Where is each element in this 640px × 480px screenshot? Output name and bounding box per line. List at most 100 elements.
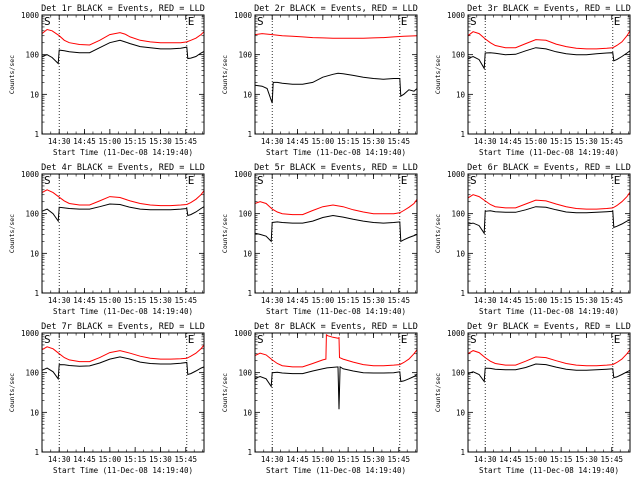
x-axis-label: Start Time (11-Dec-08 14:19:40) xyxy=(479,466,619,475)
start-marker: S xyxy=(44,333,51,346)
plot-frame xyxy=(41,332,205,453)
events-line xyxy=(467,206,631,235)
events-line xyxy=(254,72,418,104)
y-tick-label: 100 xyxy=(451,51,465,60)
chart-panel-6: Det 6r BLACK = Events, RED = LLD Counts/s… xyxy=(434,163,631,316)
lld-line xyxy=(467,30,631,50)
x-tick-label: 15:30 xyxy=(362,137,385,146)
x-tick-label: 15:30 xyxy=(575,455,598,464)
x-tick-label: 14:30 xyxy=(48,296,71,305)
x-tick-label: 15:00 xyxy=(99,296,122,305)
x-tick-label: 14:45 xyxy=(286,296,309,305)
x-tick-label: 15:30 xyxy=(575,137,598,146)
x-tick-label: 15:45 xyxy=(174,296,197,305)
y-tick-label: 1000 xyxy=(447,170,466,179)
x-axis-label: Start Time (11-Dec-08 14:19:40) xyxy=(266,148,406,157)
y-axis-label: Counts/sec xyxy=(221,55,229,94)
plot-frame xyxy=(254,332,418,453)
y-axis-label: Counts/sec xyxy=(8,373,16,412)
y-axis-label: Counts/sec xyxy=(8,55,16,94)
chart-panel-1: Det 1r BLACK = Events, RED = LLD Counts/s… xyxy=(8,4,205,157)
y-tick-label: 10 xyxy=(30,249,40,258)
y-axis-label: Counts/sec xyxy=(221,214,229,253)
plot-frame xyxy=(41,14,205,135)
y-tick-label: 1 xyxy=(460,130,465,139)
end-marker: E xyxy=(188,174,195,187)
end-marker: E xyxy=(188,333,195,346)
start-marker: S xyxy=(470,174,477,187)
events-line xyxy=(254,214,418,243)
chart-title: Det 7r BLACK = Events, RED = LLD xyxy=(41,322,205,332)
x-tick-label: 14:30 xyxy=(261,455,284,464)
y-axis-label: Counts/sec xyxy=(434,373,442,412)
chart-title: Det 9r BLACK = Events, RED = LLD xyxy=(467,322,631,332)
events-line xyxy=(467,47,631,71)
x-axis-label: Start Time (11-Dec-08 14:19:40) xyxy=(53,466,193,475)
start-marker: S xyxy=(44,174,51,187)
x-tick-label: 15:45 xyxy=(600,296,623,305)
plot-frame xyxy=(467,332,631,453)
chart-title: Det 5r BLACK = Events, RED = LLD xyxy=(254,163,418,173)
plot-frame xyxy=(254,173,418,294)
end-marker: E xyxy=(401,333,408,346)
y-tick-label: 10 xyxy=(30,90,40,99)
x-tick-label: 15:45 xyxy=(600,137,623,146)
x-tick-label: 15:15 xyxy=(337,455,360,464)
y-tick-label: 10 xyxy=(243,90,253,99)
x-tick-label: 15:00 xyxy=(525,137,548,146)
x-tick-label: 14:30 xyxy=(48,455,71,464)
y-tick-label: 1 xyxy=(460,289,465,298)
x-axis-label: Start Time (11-Dec-08 14:19:40) xyxy=(266,307,406,316)
x-tick-label: 15:15 xyxy=(124,137,147,146)
x-tick-label: 14:45 xyxy=(286,137,309,146)
start-marker: S xyxy=(257,333,264,346)
x-tick-label: 14:45 xyxy=(286,455,309,464)
end-marker: E xyxy=(188,15,195,28)
x-tick-label: 15:30 xyxy=(575,296,598,305)
x-tick-label: 14:30 xyxy=(261,137,284,146)
x-tick-label: 14:30 xyxy=(48,137,71,146)
x-tick-label: 15:45 xyxy=(387,455,410,464)
events-line xyxy=(467,363,631,383)
y-tick-label: 10 xyxy=(243,249,253,258)
x-tick-label: 15:15 xyxy=(550,296,573,305)
events-line xyxy=(41,356,205,381)
chart-panel-9: Det 9r BLACK = Events, RED = LLD Counts/s… xyxy=(434,322,631,475)
plot-frame xyxy=(41,173,205,294)
end-marker: E xyxy=(401,174,408,187)
chart-title: Det 1r BLACK = Events, RED = LLD xyxy=(41,4,205,14)
chart-title: Det 3r BLACK = Events, RED = LLD xyxy=(467,4,631,14)
lld-line xyxy=(467,349,631,367)
y-tick-label: 1000 xyxy=(234,329,253,338)
y-tick-label: 100 xyxy=(451,369,465,378)
y-tick-label: 100 xyxy=(238,210,252,219)
x-tick-label: 14:45 xyxy=(73,455,96,464)
y-tick-label: 1 xyxy=(247,289,252,298)
x-tick-label: 15:00 xyxy=(525,296,548,305)
events-line xyxy=(254,366,418,410)
y-axis-label: Counts/sec xyxy=(221,373,229,412)
y-tick-label: 1000 xyxy=(447,329,466,338)
y-tick-label: 100 xyxy=(25,210,39,219)
chart-title: Det 4r BLACK = Events, RED = LLD xyxy=(41,163,205,173)
start-marker: S xyxy=(44,15,51,28)
x-tick-label: 15:15 xyxy=(124,455,147,464)
chart-panel-3: Det 3r BLACK = Events, RED = LLD Counts/s… xyxy=(434,4,631,157)
lld-line xyxy=(254,333,418,368)
end-marker: E xyxy=(614,15,621,28)
x-tick-label: 15:45 xyxy=(174,137,197,146)
y-tick-label: 1 xyxy=(460,448,465,457)
x-axis-label: Start Time (11-Dec-08 14:19:40) xyxy=(266,466,406,475)
y-tick-label: 10 xyxy=(30,408,40,417)
chart-panel-8: Det 8r BLACK = Events, RED = LLD Counts/s… xyxy=(221,322,418,475)
y-tick-label: 1000 xyxy=(447,11,466,20)
x-tick-label: 15:15 xyxy=(550,455,573,464)
chart-title: Det 2r BLACK = Events, RED = LLD xyxy=(254,4,418,14)
end-marker: E xyxy=(614,333,621,346)
chart-title: Det 8r BLACK = Events, RED = LLD xyxy=(254,322,418,332)
x-tick-label: 14:45 xyxy=(73,137,96,146)
start-marker: S xyxy=(470,15,477,28)
lld-line xyxy=(254,33,418,39)
end-marker: E xyxy=(614,174,621,187)
start-marker: S xyxy=(257,174,264,187)
